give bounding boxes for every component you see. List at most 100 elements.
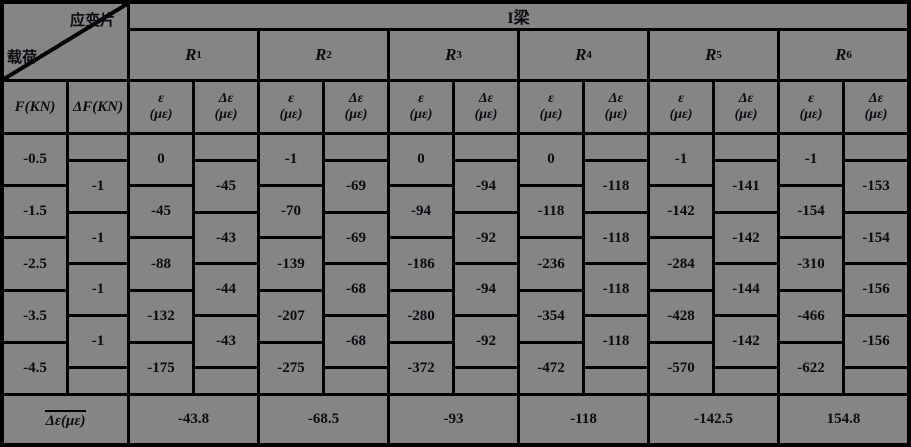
eps-column-r4: 0 -118 -236 -354 -472: [520, 135, 582, 393]
eps-column-r6: -1 -154 -310 -466 -622: [780, 135, 842, 393]
eps-header-r3: ε (με): [390, 82, 452, 132]
eps-cell: 0: [130, 135, 192, 188]
deps-cell: -156: [845, 265, 907, 318]
eps-symbol: ε: [808, 90, 814, 106]
deps-header-r3: Δε (με): [455, 82, 517, 132]
eps-unit: (με): [409, 107, 433, 122]
deps-column-r4: -118 -118 -118 -118: [585, 135, 647, 393]
deps-unit: (με): [344, 107, 368, 122]
deps-symbol: Δε: [218, 90, 234, 106]
eps-cell: -280: [390, 292, 452, 344]
eps-symbol: ε: [288, 90, 294, 106]
deps-cell: -69: [325, 162, 387, 214]
deps-cell: -44: [195, 265, 257, 318]
eps-cell: -428: [650, 292, 712, 344]
deps-header-r6: Δε (με): [845, 82, 907, 132]
gauge-subscript: 1: [196, 49, 202, 61]
deps-unit: (με): [604, 107, 628, 122]
deps-column-r1: -45 -43 -44 -43: [195, 135, 257, 393]
gauge-base: R: [315, 45, 327, 64]
eps-column-r1: 0 -45 -88 -132 -175: [130, 135, 192, 393]
eps-cell: -310: [780, 239, 842, 292]
deps-cell: -118: [585, 317, 647, 369]
deps-symbol: Δε: [608, 90, 624, 106]
eps-header-r1: ε (με): [130, 82, 192, 132]
spacer-cell: [585, 135, 647, 163]
force-cell: -1.5: [4, 187, 66, 240]
force-cell: -4.5: [23, 359, 47, 376]
eps-cell: -354: [520, 292, 582, 344]
eps-cell: -275: [277, 359, 305, 376]
deps-header-r1: Δε (με): [195, 82, 257, 132]
eps-symbol: ε: [418, 90, 424, 106]
eps-cell: -139: [260, 239, 322, 292]
deps-column-r5: -141 -142 -144 -142: [715, 135, 777, 393]
eps-cell: -207: [260, 292, 322, 344]
spacer-cell: [845, 135, 907, 163]
average-label: Δε(με): [45, 409, 86, 430]
deps-cell: -118: [585, 265, 647, 318]
deps-cell: -68: [325, 317, 387, 369]
eps-cell: -284: [650, 239, 712, 292]
deps-column-r2: -69 -69 -68 -68: [325, 135, 387, 393]
spacer-cell: [195, 369, 257, 393]
eps-cell: -1: [650, 135, 712, 188]
eps-cell: -570: [667, 359, 695, 376]
spacer-cell: [69, 369, 127, 393]
eps-cell: -186: [390, 239, 452, 292]
deps-symbol: Δε: [348, 90, 364, 106]
eps-cell: -1: [260, 135, 322, 188]
force-delta-header: ΔF(KN): [69, 82, 127, 132]
average-cell-r1: -43.8: [130, 396, 257, 443]
gauge-subscript: 3: [456, 49, 462, 61]
eps-cell: -466: [780, 292, 842, 344]
deps-symbol: Δε: [738, 90, 754, 106]
eps-cell: -142: [650, 187, 712, 240]
gauge-subscript: 6: [846, 49, 852, 61]
deps-cell: -43: [195, 214, 257, 266]
deps-cell: -94: [455, 265, 517, 318]
eps-header-r2: ε (με): [260, 82, 322, 132]
eps-cell: -175: [147, 359, 175, 376]
deps-cell: -118: [585, 162, 647, 214]
deps-cell: -92: [455, 317, 517, 369]
spacer-cell: [715, 369, 777, 393]
eps-cell: -45: [130, 187, 192, 240]
gauge-subscript: 2: [326, 49, 332, 61]
deps-cell: -92: [455, 214, 517, 266]
spacer-cell: [69, 135, 127, 163]
deps-cell: -144: [715, 265, 777, 318]
deps-cell: -45: [195, 162, 257, 214]
force-column: -0.5 -1.5 -2.5 -3.5 -4.5: [4, 135, 66, 393]
gauge-base: R: [185, 45, 197, 64]
force-delta-cell: -1: [69, 317, 127, 369]
eps-symbol: ε: [678, 90, 684, 106]
load-label: 载荷: [7, 50, 38, 66]
force-cell: -3.5: [4, 292, 66, 344]
eps-cell: 0: [520, 135, 582, 188]
deps-symbol: Δε: [868, 90, 884, 106]
eps-column-r2: -1 -70 -139 -207 -275: [260, 135, 322, 393]
gauge-subscript: 5: [716, 49, 722, 61]
deps-header-r2: Δε (με): [325, 82, 387, 132]
eps-unit: (με): [149, 107, 173, 122]
average-cell-r4: -118: [520, 396, 647, 443]
deps-header-r5: Δε (με): [715, 82, 777, 132]
deps-cell: -142: [715, 317, 777, 369]
deps-symbol: Δε: [478, 90, 494, 106]
eps-cell: 0: [390, 135, 452, 188]
force-delta-column: -1 -1 -1 -1: [69, 135, 127, 393]
force-delta-cell: -1: [69, 162, 127, 214]
eps-unit: (με): [669, 107, 693, 122]
average-cell-r3: -93: [390, 396, 517, 443]
deps-cell: -142: [715, 214, 777, 266]
eps-column-r5: -1 -142 -284 -428 -570: [650, 135, 712, 393]
eps-symbol: ε: [548, 90, 554, 106]
average-label-cell: Δε(με): [4, 396, 127, 443]
deps-column-r3: -94 -92 -94 -92: [455, 135, 517, 393]
deps-cell: -141: [715, 162, 777, 214]
